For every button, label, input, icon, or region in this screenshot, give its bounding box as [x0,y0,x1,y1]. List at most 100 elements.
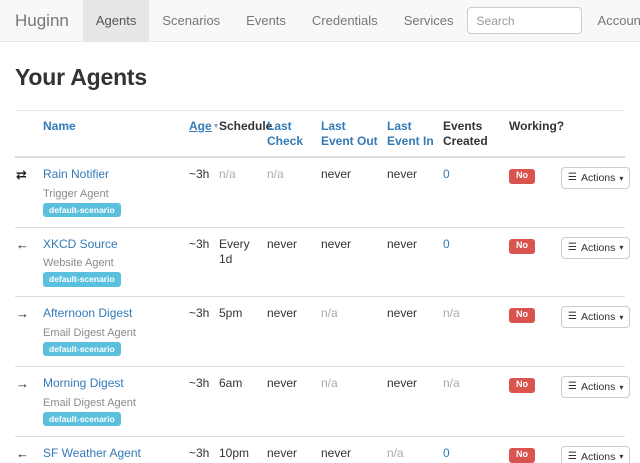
transfer-icon: ⇄ [16,167,27,182]
header-last-event-out[interactable]: Last Event Out [321,119,378,148]
table-header-row: Name Age▼ Schedule Last Check Last Event… [15,110,625,158]
agent-last-event-out: never [317,226,383,297]
agent-age: ~3h [185,366,215,437]
table-row: ← SF Weather Agent Weather Agent default… [15,435,631,463]
agent-type: Website Agent [43,257,114,270]
sort-down-icon: ▼ [212,123,220,130]
agent-last-event-out: n/a [317,296,383,367]
events-created-value: n/a [439,366,505,437]
arrow-right-icon: → [16,306,29,322]
agent-schedule: Every 1d [215,226,263,297]
agent-type: Trigger Agent [43,187,109,200]
agent-age: ~3h [185,226,215,297]
navbar-right: Account ▾ [466,0,640,41]
working-badge: No [509,169,535,184]
chevron-down-icon: ▾ [619,173,624,183]
agent-last-event-in: never [383,366,439,437]
nav-item-credentials[interactable]: Credentials [311,13,378,28]
scenario-badge[interactable]: default-scenario [43,411,121,426]
events-created-link[interactable]: 0 [443,236,450,251]
agent-last-event-in: n/a [383,435,439,463]
list-icon: ☰ [568,381,577,393]
agents-table: Name Age▼ Schedule Last Check Last Event… [15,110,631,463]
agent-age: ~3h [185,435,215,463]
events-created-value: n/a [439,296,505,367]
header-last-check[interactable]: Last Check [267,119,304,148]
working-badge: No [509,238,535,254]
chevron-down-icon: ▾ [619,243,624,253]
navbar: Huginn Agents Scenarios Events Credentia… [0,0,640,42]
agent-schedule: n/a [219,167,236,181]
table-row: → Morning Digest Email Digest Agent defa… [15,366,631,437]
nav-item-services[interactable]: Services [403,13,454,28]
search-input[interactable] [466,7,582,34]
scenario-badge[interactable]: default-scenario [43,342,121,357]
agent-last-check: never [263,226,317,297]
scenario-badge[interactable]: default-scenario [43,202,121,217]
account-menu[interactable]: Account ▾ [582,13,640,28]
main-nav: Agents Scenarios Events Credentials Serv… [82,0,467,41]
header-last-event-in[interactable]: Last Event In [387,119,434,148]
arrow-left-icon: ← [16,236,29,252]
agent-schedule: 5pm [215,296,263,367]
agent-last-check: never [263,366,317,437]
nav-item-scenarios[interactable]: Scenarios [162,13,221,28]
working-badge: No [509,447,535,463]
agent-last-event-out: n/a [317,366,383,437]
table-row: → Afternoon Digest Email Digest Agent de… [15,296,631,367]
list-icon: ☰ [568,450,577,462]
working-badge: No [509,308,535,324]
chevron-down-icon: ▾ [619,382,624,392]
events-created-link[interactable]: 0 [443,445,450,460]
actions-button[interactable]: ☰ Actions ▾ [561,376,631,399]
agent-last-check: never [263,296,317,367]
page-title: Your Agents [15,64,147,90]
agent-type: Email Digest Agent [43,396,136,409]
scenario-badge[interactable]: default-scenario [43,272,121,287]
list-icon: ☰ [568,311,577,323]
agent-last-event-in: never [383,296,439,367]
agent-schedule: 10pm [215,435,263,463]
arrow-right-icon: → [16,376,29,392]
agent-age: ~3h [189,167,210,181]
agent-name-link[interactable]: Morning Digest [43,376,124,391]
main-content: Your Agents Name Age▼ Schedule Last Chec… [0,64,640,463]
actions-button[interactable]: ☰ Actions ▾ [561,236,631,259]
chevron-down-icon: ▾ [619,452,624,462]
agent-schedule: 6am [215,366,263,437]
actions-button[interactable]: ☰ Actions ▾ [561,167,631,189]
header-icon-col [15,110,39,158]
nav-item-events[interactable]: Events [246,13,286,28]
agent-last-event-in: never [383,226,439,297]
working-badge: No [509,378,535,393]
brand-link[interactable]: Huginn [15,11,69,30]
agent-last-event-out: never [321,167,352,181]
actions-button[interactable]: ☰ Actions ▾ [561,306,631,329]
header-schedule: Schedule [215,110,272,158]
agent-last-event-in: never [387,167,418,181]
list-icon: ☰ [568,172,577,183]
header-events-created: Events Created [439,110,505,158]
agent-name-link[interactable]: SF Weather Agent [43,445,141,460]
chevron-down-icon: ▾ [619,312,624,322]
agent-name-link[interactable]: Rain Notifier [43,167,110,181]
header-age[interactable]: Age [189,119,212,133]
events-created-link[interactable]: 0 [443,167,450,181]
account-label: Account [597,13,640,28]
list-icon: ☰ [568,241,577,253]
arrow-left-icon: ← [16,445,29,461]
table-row: ← XKCD Source Website Agent default-scen… [15,226,631,297]
agent-last-check: n/a [267,167,284,181]
actions-button[interactable]: ☰ Actions ▾ [561,445,631,463]
agent-age: ~3h [185,296,215,367]
header-name[interactable]: Name [43,119,76,133]
agent-last-check: never [263,435,317,463]
agent-last-event-out: never [317,435,383,463]
nav-item-agents[interactable]: Agents [82,0,150,41]
header-working: Working? [505,110,564,158]
agent-name-link[interactable]: XKCD Source [43,236,118,251]
header-actions-col [557,110,625,158]
agent-type: Email Digest Agent [43,326,136,339]
table-row: ⇄ Rain Notifier Trigger Agent default-sc… [15,157,631,227]
agent-name-link[interactable]: Afternoon Digest [43,306,133,321]
